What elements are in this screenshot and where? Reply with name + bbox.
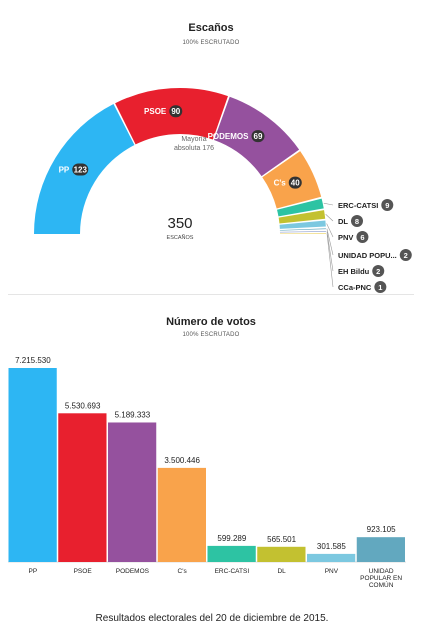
seat-count-badge <box>72 163 89 176</box>
seat-count-badge <box>251 130 265 143</box>
x-tick-label: UNIDAD <box>369 568 394 575</box>
bar-psoe <box>58 413 107 562</box>
seat-count-value: 1 <box>378 283 382 292</box>
votes-panel: Número de votos 100% ESCRUTADO 7.215.530… <box>8 308 414 604</box>
seat-count-value: 8 <box>355 217 359 226</box>
x-tick-label: C's <box>178 568 188 575</box>
x-tick-label: ERC-CATSI <box>215 568 250 575</box>
seat-callout-erc-catsi: ERC-CATSI 9 <box>323 199 394 211</box>
bar-erc-catsi <box>207 545 256 562</box>
bar-pp <box>8 368 57 562</box>
bar-value-label: 301.585 <box>317 542 346 551</box>
total-seats-value: 350 <box>167 215 192 232</box>
bar-dl <box>257 546 306 562</box>
seat-label-psoe: PSOE 90 <box>144 105 183 118</box>
seat-callout-cca-pnc: CCa-PNC 1 <box>326 233 387 293</box>
seats-hemicycle-chart: PP 123 PSOE 90 PODEMOS 69 C's 40 ERC-CATSI 9 DL 8PN… <box>34 88 412 293</box>
x-tick-label: PNV <box>325 568 339 575</box>
seat-party-name: PODEMOS <box>208 132 250 141</box>
seat-count-badge <box>399 249 412 261</box>
callout-leader-line <box>326 228 334 256</box>
bar-value-label: 599.289 <box>217 534 246 543</box>
bar-value-label: 5.530.693 <box>65 401 101 410</box>
majority-label-line2: absoluta 176 <box>174 145 214 152</box>
seat-party-name: C's <box>274 179 287 188</box>
bar-c-s <box>157 467 206 562</box>
callout-leader-line <box>323 202 334 206</box>
x-tick-label: COMÚN <box>369 580 394 589</box>
seat-label-pp: PP 123 <box>59 163 89 176</box>
seat-party-name: PNV <box>338 233 353 242</box>
seat-count-value: 123 <box>74 165 88 174</box>
x-tick-label: PODEMOS <box>116 568 150 575</box>
x-tick-label: PP <box>29 568 38 575</box>
seat-arc-unidad-popu <box>279 228 326 231</box>
seats-title: Escaños <box>188 22 234 34</box>
votes-title: Número de votos <box>166 316 256 328</box>
seat-count-badge <box>374 281 387 293</box>
seat-arc-pnv <box>279 220 326 229</box>
seat-callout-unidad-popu: UNIDAD POPU... 2 <box>326 228 412 261</box>
seat-count-value: 90 <box>171 107 180 116</box>
seat-party-name: EH Bildu <box>338 267 370 276</box>
callout-leader-line <box>325 214 334 222</box>
bar-value-label: 565.501 <box>267 535 296 544</box>
callout-leader-line <box>326 223 334 238</box>
bar-podemos <box>108 422 157 562</box>
bar-unidad-popular-en-com-n <box>356 537 405 562</box>
votes-subtitle: 100% ESCRUTADO <box>182 332 240 338</box>
seats-panel: Escaños 100% ESCRUTADO PP 123 PSOE 90 PODEMO… <box>8 8 414 295</box>
majority-label-line1: Mayoría <box>181 136 206 143</box>
seat-count-value: 40 <box>291 179 300 188</box>
seat-arc-erc-catsi <box>277 198 324 217</box>
seat-count-value: 2 <box>404 251 408 260</box>
seat-count-badge <box>356 231 369 243</box>
seat-party-name: UNIDAD POPU... <box>338 251 397 260</box>
seat-arc-dl <box>278 210 326 224</box>
seat-count-value: 2 <box>376 267 380 276</box>
seat-party-name: ERC-CATSI <box>338 201 378 210</box>
seat-count-badge <box>381 199 394 211</box>
seat-count-value: 6 <box>360 233 364 242</box>
bar-value-label: 3.500.446 <box>164 456 200 465</box>
seat-party-name: PSOE <box>144 107 167 116</box>
total-seats-label: ESCAÑOS <box>167 234 194 241</box>
seat-party-name: PP <box>59 165 70 174</box>
votes-bar-chart: 7.215.530 PP 5.530.693 PSOE 5.189.333 PODEMOS… <box>8 356 406 589</box>
bar-value-label: 7.215.530 <box>15 356 51 365</box>
seat-count-badge <box>169 105 183 118</box>
seat-count-badge <box>351 215 363 227</box>
seat-count-badge <box>288 176 302 189</box>
x-tick-label: POPULAR EN <box>360 575 402 582</box>
seat-arc-eh-bildu <box>279 230 326 233</box>
seat-count-badge <box>372 265 385 277</box>
figure-caption: Resultados electorales del 20 de diciemb… <box>95 613 329 624</box>
x-tick-label: PSOE <box>74 568 93 575</box>
seat-count-value: 9 <box>385 201 389 210</box>
seat-label-c-s: C's 40 <box>274 176 302 189</box>
seat-callout-eh-bildu: EH Bildu 2 <box>326 231 385 277</box>
seats-subtitle: 100% ESCRUTADO <box>182 40 240 46</box>
seat-arc-psoe <box>115 88 228 145</box>
callout-leader-line <box>326 231 334 272</box>
x-tick-label: DL <box>277 568 286 575</box>
callout-leader-line <box>326 233 334 288</box>
bar-value-label: 923.105 <box>367 525 396 534</box>
seat-arc-cca-pnc <box>279 233 326 234</box>
seat-count-value: 69 <box>254 132 263 141</box>
seat-label-podemos: PODEMOS 69 <box>208 130 265 143</box>
seat-callout-dl: DL 8 <box>325 214 363 227</box>
seat-callout-pnv: PNV 6 <box>326 223 369 243</box>
seat-party-name: CCa-PNC <box>338 283 372 292</box>
seat-party-name: DL <box>338 217 348 226</box>
bar-pnv <box>307 553 356 562</box>
bar-value-label: 5.189.333 <box>115 410 151 419</box>
